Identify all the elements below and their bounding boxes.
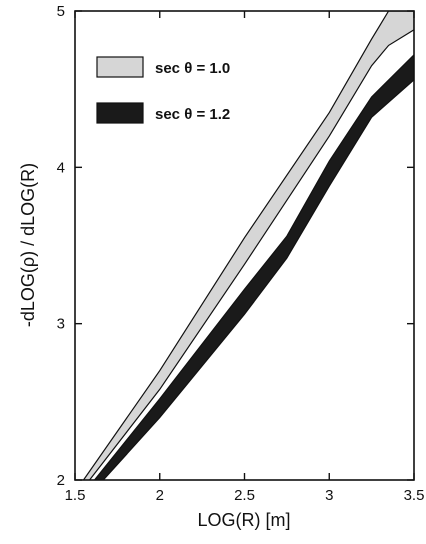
legend-label-1: sec θ = 1.0 [155, 60, 230, 77]
x-tick-label: 3 [325, 487, 333, 504]
y-tick-label: 2 [57, 472, 65, 489]
series-band-1 [82, 11, 414, 480]
legend: sec θ = 1.0 sec θ = 1.2 [96, 56, 230, 124]
series-bands [82, 11, 414, 480]
y-tick-label: 5 [57, 3, 65, 20]
x-tick-label: 2.5 [234, 487, 255, 504]
x-tick-label: 2 [156, 487, 164, 504]
y-axis-label: -dLOG(ρ) / dLOG(R) [18, 163, 38, 327]
x-tick-label: 3.5 [404, 487, 425, 504]
x-axis-label: LOG(R) [m] [198, 510, 291, 530]
y-tick-label: 3 [57, 316, 65, 333]
series-band-2 [93, 53, 414, 480]
legend-swatch-1 [96, 56, 144, 78]
legend-swatch-2 [96, 102, 144, 124]
legend-label-2: sec θ = 1.2 [155, 106, 230, 123]
y-tick-label: 4 [57, 159, 65, 176]
x-tick-label: 1.5 [65, 487, 86, 504]
